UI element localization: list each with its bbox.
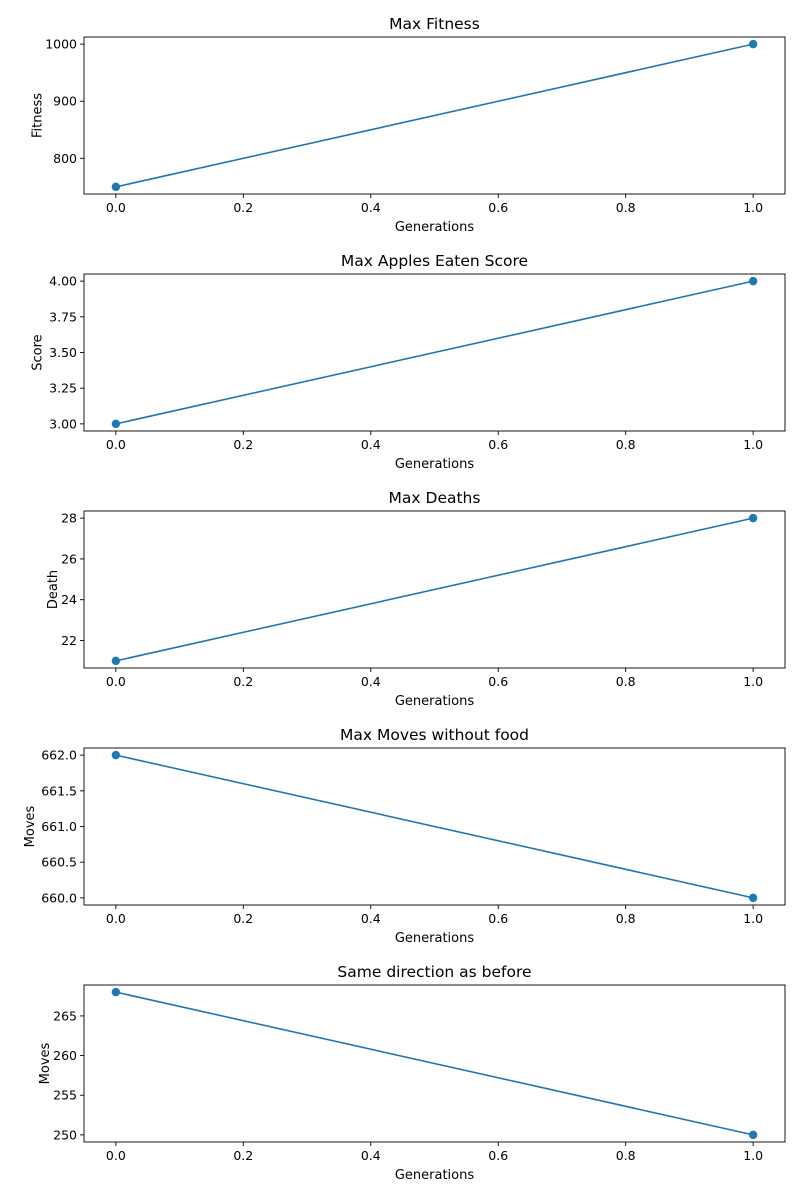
y-tick-label: 660.5 (41, 855, 77, 870)
y-tick-label: 900 (53, 94, 77, 109)
series-line (115, 754, 754, 899)
series-line (115, 280, 754, 425)
x-tick-label: 0.0 (106, 911, 126, 926)
x-axis-label: Generations (395, 1168, 475, 1183)
data-point (748, 39, 758, 49)
y-tick-label: 661.0 (41, 819, 77, 834)
y-axis-label: Fitness (31, 93, 46, 138)
data-point (111, 419, 121, 429)
x-tick-label: 0.4 (361, 911, 381, 926)
y-tick-label: 255 (53, 1088, 77, 1103)
x-tick-label: 0.4 (361, 674, 381, 689)
x-tick-label: 0.4 (361, 1148, 381, 1163)
data-point (748, 893, 758, 903)
x-tick-label: 1.0 (743, 200, 763, 215)
y-tick-label: 3.25 (49, 381, 77, 396)
y-tick-label: 260 (53, 1048, 77, 1063)
data-point (111, 750, 121, 760)
x-tick-label: 0.4 (361, 437, 381, 452)
y-tick-label: 3.75 (49, 309, 77, 324)
x-tick-label: 1.0 (743, 1148, 763, 1163)
x-tick-label: 0.2 (233, 1148, 253, 1163)
data-point (748, 276, 758, 286)
x-axis-label: Generations (395, 220, 475, 235)
subplot-1: Max Apples Eaten Score 0.0 0.2 0.4 0.6 0.8 1.0… (31, 252, 786, 472)
x-tick-label: 0.8 (616, 1148, 636, 1163)
data-point (111, 656, 121, 666)
y-axis-label: Score (31, 334, 46, 370)
y-tick-label: 662.0 (41, 748, 77, 763)
data-point (111, 182, 121, 192)
x-tick-label: 0.8 (616, 437, 636, 452)
y-tick-label: 3.00 (49, 416, 77, 431)
y-tick-label: 4.00 (49, 274, 77, 289)
y-tick-label: 1000 (45, 37, 77, 52)
x-tick-label: 0.8 (616, 200, 636, 215)
subplot-0: Max Fitness 0.0 0.2 0.4 0.6 0.8 1.0 800 900 1000 G… (31, 15, 786, 235)
x-tick-label: 0.0 (106, 200, 126, 215)
chart-title: Max Deaths (389, 489, 481, 507)
chart-title: Max Moves without food (340, 726, 529, 744)
x-tick-label: 0.8 (616, 911, 636, 926)
x-tick-label: 0.2 (233, 437, 253, 452)
y-tick-label: 24 (61, 592, 77, 607)
y-tick-label: 3.50 (49, 345, 77, 360)
y-tick-label: 250 (53, 1127, 77, 1142)
chart-title: Same direction as before (337, 963, 531, 981)
y-tick-label: 800 (53, 151, 77, 166)
chart-title: Max Apples Eaten Score (341, 252, 528, 270)
axes-frame (83, 36, 786, 195)
subplot-2: Max Deaths 0.0 0.2 0.4 0.6 0.8 1.0 22 24 26 28 Gene… (46, 489, 786, 709)
x-tick-label: 0.2 (233, 911, 253, 926)
subplot-3: Max Moves without food 0.0 0.2 0.4 0.6 0.8 1.0… (23, 726, 786, 946)
y-tick-label: 265 (53, 1008, 77, 1023)
y-tick-label: 660.0 (41, 890, 77, 905)
x-tick-label: 0.8 (616, 674, 636, 689)
x-tick-label: 0.2 (233, 200, 253, 215)
x-tick-label: 0.0 (106, 1148, 126, 1163)
x-tick-label: 0.4 (361, 200, 381, 215)
x-tick-label: 0.0 (106, 437, 126, 452)
y-tick-label: 22 (61, 633, 77, 648)
series-line (115, 517, 754, 662)
x-tick-label: 0.6 (488, 437, 508, 452)
axes-frame (83, 510, 786, 669)
x-tick-label: 1.0 (743, 437, 763, 452)
y-tick-label: 26 (61, 551, 77, 566)
y-axis-label: Moves (38, 1042, 53, 1084)
subplot-4: Same direction as before 0.0 0.2 0.4 0.6 0.8 1… (38, 963, 786, 1183)
data-point (748, 1130, 758, 1140)
x-axis-label: Generations (395, 694, 475, 709)
y-axis-label: Death (46, 570, 61, 609)
series-line (115, 43, 754, 188)
axes-frame (83, 984, 786, 1143)
y-axis-label: Moves (23, 805, 38, 847)
x-tick-label: 0.6 (488, 911, 508, 926)
x-axis-label: Generations (395, 457, 475, 472)
x-tick-label: 1.0 (743, 674, 763, 689)
chart-title: Max Fitness (389, 15, 480, 33)
x-tick-label: 0.6 (488, 200, 508, 215)
x-tick-label: 0.2 (233, 674, 253, 689)
x-tick-label: 0.6 (488, 674, 508, 689)
data-point (111, 987, 121, 997)
x-tick-label: 0.6 (488, 1148, 508, 1163)
series-line (115, 991, 754, 1136)
data-point (748, 513, 758, 523)
x-tick-label: 0.0 (106, 674, 126, 689)
y-tick-label: 28 (61, 511, 77, 526)
x-tick-label: 1.0 (743, 911, 763, 926)
y-tick-label: 661.5 (41, 783, 77, 798)
x-axis-label: Generations (395, 931, 475, 946)
